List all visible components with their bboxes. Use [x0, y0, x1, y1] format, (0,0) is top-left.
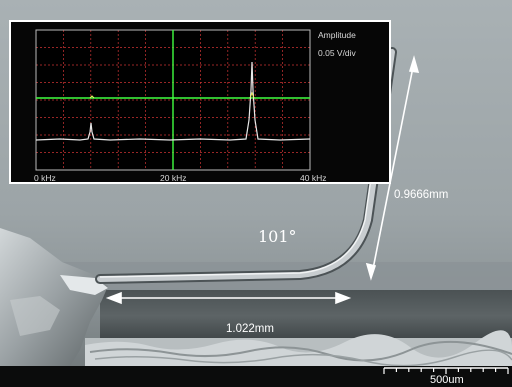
- arm-length-label: 0.9666mm: [394, 189, 448, 201]
- x-tick-0: 0 kHz: [34, 173, 56, 183]
- x-tick-40: 40 kHz: [300, 173, 326, 183]
- spectrum-trace: [35, 61, 311, 141]
- arm-length-arrow: [365, 55, 420, 281]
- scale-bar: 500um: [383, 367, 509, 386]
- screen-area: [35, 29, 311, 171]
- marker-dot-left: [89, 95, 95, 99]
- angle-label: 101°: [258, 227, 297, 246]
- marker-dot-right: [249, 91, 255, 99]
- base-length-label: 1.022mm: [226, 323, 274, 335]
- scale-label: 0.05 V/div: [318, 48, 357, 58]
- amplitude-label: Amplitude: [318, 30, 356, 40]
- scale-bar-label: 500um: [430, 374, 464, 386]
- cantilever-fiber: [95, 47, 397, 284]
- spectrum-inset: Amplitude 0.05 V/div 0 kHz 20 kHz 40 kHz: [9, 20, 391, 184]
- x-tick-20: 20 kHz: [160, 173, 186, 183]
- base-length-arrow: [105, 291, 352, 305]
- bottom-textured-strip: [85, 330, 512, 367]
- chip-facet: [10, 296, 60, 336]
